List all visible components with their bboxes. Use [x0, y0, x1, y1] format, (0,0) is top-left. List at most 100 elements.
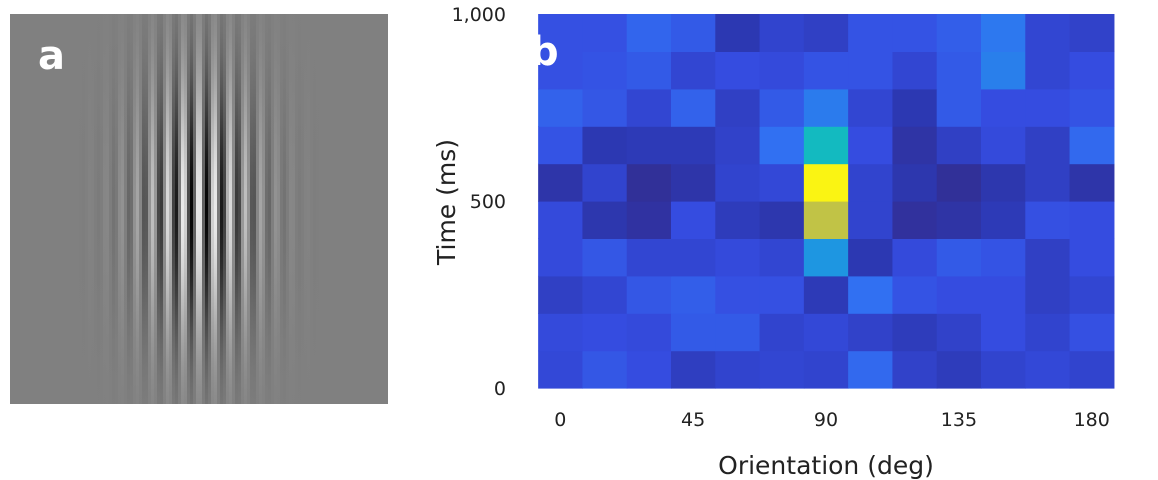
heatmap-cell — [582, 313, 628, 352]
heatmap-cell — [848, 313, 894, 352]
heatmap-cell — [715, 238, 761, 277]
heatmap-cell — [1069, 350, 1115, 389]
heatmap-cell — [582, 88, 628, 127]
heatmap-cell — [848, 350, 894, 389]
heatmap-cell — [671, 238, 716, 277]
heatmap-cell — [936, 51, 982, 90]
heatmap-cell — [803, 313, 849, 352]
heatmap-cell — [1069, 313, 1115, 352]
heatmap-cell — [538, 126, 584, 165]
heatmap-cell — [892, 201, 938, 239]
heatmap-cell — [892, 350, 938, 389]
heatmap-cell — [538, 313, 584, 352]
heatmap-cell — [936, 14, 982, 52]
heatmap-cell — [582, 163, 628, 202]
x-tick-label: 90 — [814, 409, 838, 431]
heatmap-cell — [715, 201, 761, 239]
heatmap-cell — [715, 350, 761, 389]
heatmap-cell — [626, 163, 672, 202]
heatmap-cell — [892, 14, 938, 52]
heatmap-cell — [803, 201, 849, 239]
heatmap-cell — [803, 238, 849, 277]
heatmap-cell — [1025, 51, 1071, 90]
heatmap-cell — [892, 51, 938, 90]
heatmap-cell — [848, 201, 894, 239]
heatmap-cell — [538, 88, 584, 127]
heatmap-cell — [1025, 88, 1071, 127]
gabor-stimulus-image — [10, 14, 388, 404]
heatmap-cell — [759, 350, 805, 389]
heatmap-cell — [715, 51, 761, 90]
heatmap-cell — [981, 350, 1026, 389]
heatmap-cell — [892, 313, 938, 352]
heatmap-cell — [1069, 51, 1115, 90]
heatmap-cell — [803, 275, 849, 314]
heatmap-cell — [936, 313, 982, 352]
y-tick-label: 500 — [470, 191, 506, 213]
heatmap-cell — [803, 163, 849, 202]
heatmap-cell — [848, 88, 894, 127]
panel-a-label: a — [38, 33, 65, 79]
gabor-vertical-envelope — [10, 14, 388, 404]
heatmap-cell — [538, 350, 584, 389]
heatmap-cell — [715, 88, 761, 127]
heatmap-cell — [981, 126, 1026, 165]
gabor-stimulus-panel: a — [10, 14, 388, 404]
heatmap-cell — [759, 14, 805, 52]
heatmap-cell — [892, 275, 938, 314]
heatmap-cell — [1069, 88, 1115, 127]
heatmap-cell — [1069, 163, 1115, 202]
panel-b-label: b — [530, 29, 559, 75]
heatmap-cell — [538, 201, 584, 239]
heatmap-cell — [892, 238, 938, 277]
heatmap-cell — [671, 275, 716, 314]
heatmap-cell — [981, 238, 1026, 277]
heatmap-cell — [1025, 350, 1071, 389]
y-axis-label: Time (ms) — [432, 139, 461, 266]
heatmap-cell — [626, 238, 672, 277]
heatmap-cell — [848, 14, 894, 52]
heatmap-cell — [892, 126, 938, 165]
heatmap-cell — [626, 201, 672, 239]
heatmap-cell — [671, 313, 716, 352]
x-tick-label: 45 — [681, 409, 705, 431]
heatmap-cell — [626, 126, 672, 165]
heatmap-cell — [892, 88, 938, 127]
heatmap-cell — [981, 51, 1026, 90]
y-tick-label: 1,000 — [452, 4, 506, 26]
heatmap-cell — [582, 51, 628, 90]
heatmap-cell — [582, 238, 628, 277]
heatmap-cell — [1025, 238, 1071, 277]
heatmap-cell — [1025, 163, 1071, 202]
heatmap-cell — [1025, 313, 1071, 352]
x-tick-label: 135 — [941, 409, 977, 431]
heatmap-cell — [1025, 275, 1071, 314]
heatmap-cell — [715, 163, 761, 202]
heatmap-cell — [626, 88, 672, 127]
heatmap-cell — [759, 126, 805, 165]
heatmap-cell — [981, 14, 1026, 52]
heatmap-cell — [538, 14, 584, 52]
heatmap-cell — [671, 88, 716, 127]
heatmap-cell — [1025, 201, 1071, 239]
heatmap-cell — [671, 126, 716, 165]
heatmap-cell — [981, 313, 1026, 352]
heatmap-cell — [981, 275, 1026, 314]
heatmap-cell — [538, 238, 584, 277]
heatmap-cell — [626, 313, 672, 352]
heatmap-cell — [848, 126, 894, 165]
heatmap-cell — [715, 14, 761, 52]
heatmap-cell — [671, 14, 716, 52]
x-tick-label: 0 — [554, 409, 566, 431]
heatmap-cell — [582, 275, 628, 314]
heatmap-cell — [759, 51, 805, 90]
x-axis-label: Orientation (deg) — [718, 451, 934, 480]
heatmap-cell — [582, 201, 628, 239]
heatmap-cell — [848, 238, 894, 277]
heatmap-cell — [1025, 14, 1071, 52]
heatmap-cell — [848, 275, 894, 314]
heatmap-cell — [1069, 238, 1115, 277]
heatmap-cell — [538, 163, 584, 202]
heatmap-cell — [803, 350, 849, 389]
